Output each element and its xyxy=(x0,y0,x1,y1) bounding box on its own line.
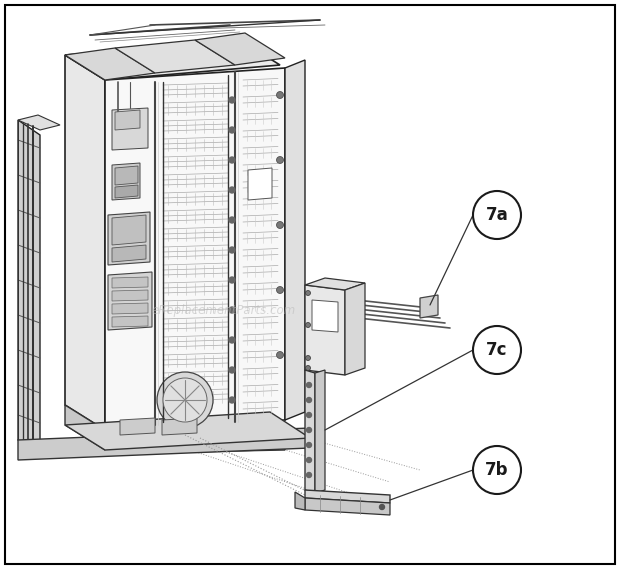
Circle shape xyxy=(306,323,311,328)
Circle shape xyxy=(229,277,235,283)
Circle shape xyxy=(473,191,521,239)
Circle shape xyxy=(306,398,311,402)
Polygon shape xyxy=(18,115,60,130)
Polygon shape xyxy=(315,370,325,493)
Polygon shape xyxy=(112,277,148,288)
Polygon shape xyxy=(305,285,345,375)
Polygon shape xyxy=(162,418,197,435)
Text: 7b: 7b xyxy=(485,461,509,479)
Circle shape xyxy=(306,413,311,418)
Circle shape xyxy=(229,367,235,373)
Polygon shape xyxy=(345,283,365,375)
Circle shape xyxy=(157,372,213,428)
Circle shape xyxy=(277,92,283,98)
Circle shape xyxy=(229,157,235,163)
Circle shape xyxy=(306,365,311,370)
Circle shape xyxy=(277,352,283,358)
Circle shape xyxy=(229,247,235,253)
Circle shape xyxy=(277,221,283,229)
Polygon shape xyxy=(115,166,138,185)
Circle shape xyxy=(229,337,235,343)
Circle shape xyxy=(229,97,235,103)
Polygon shape xyxy=(285,60,305,420)
Polygon shape xyxy=(195,33,285,65)
Circle shape xyxy=(306,443,311,447)
Polygon shape xyxy=(65,55,105,430)
Circle shape xyxy=(229,217,235,223)
Circle shape xyxy=(379,505,384,509)
Polygon shape xyxy=(65,405,105,450)
Polygon shape xyxy=(108,272,152,330)
Circle shape xyxy=(229,187,235,193)
Circle shape xyxy=(277,156,283,163)
Polygon shape xyxy=(305,370,315,493)
Circle shape xyxy=(306,472,311,477)
Circle shape xyxy=(277,287,283,294)
Polygon shape xyxy=(18,428,310,460)
Polygon shape xyxy=(105,68,285,430)
Polygon shape xyxy=(112,303,148,314)
Polygon shape xyxy=(420,295,438,318)
Circle shape xyxy=(473,326,521,374)
Polygon shape xyxy=(115,185,138,198)
Circle shape xyxy=(229,127,235,133)
Polygon shape xyxy=(248,168,272,200)
Circle shape xyxy=(306,427,311,432)
Circle shape xyxy=(473,446,521,494)
Circle shape xyxy=(306,356,311,361)
Polygon shape xyxy=(112,108,148,150)
Polygon shape xyxy=(112,245,146,262)
Polygon shape xyxy=(305,498,390,515)
Polygon shape xyxy=(65,412,310,450)
Text: 7a: 7a xyxy=(485,206,508,224)
Polygon shape xyxy=(112,163,140,200)
Polygon shape xyxy=(312,300,338,332)
Circle shape xyxy=(306,291,311,295)
Polygon shape xyxy=(305,490,390,503)
Polygon shape xyxy=(120,418,155,435)
Circle shape xyxy=(306,457,311,463)
Polygon shape xyxy=(65,48,155,80)
Polygon shape xyxy=(112,316,148,327)
Circle shape xyxy=(229,307,235,313)
Polygon shape xyxy=(295,492,305,510)
Polygon shape xyxy=(108,212,150,265)
Text: eReplacementParts.com: eReplacementParts.com xyxy=(151,304,295,316)
Circle shape xyxy=(229,397,235,403)
Text: 7c: 7c xyxy=(486,341,508,359)
Polygon shape xyxy=(115,40,235,73)
Circle shape xyxy=(163,378,207,422)
Polygon shape xyxy=(18,120,40,455)
Circle shape xyxy=(306,382,311,387)
Polygon shape xyxy=(40,435,285,455)
Polygon shape xyxy=(112,290,148,301)
Polygon shape xyxy=(112,215,146,245)
Polygon shape xyxy=(115,110,140,130)
Polygon shape xyxy=(65,40,280,80)
Polygon shape xyxy=(305,278,365,290)
